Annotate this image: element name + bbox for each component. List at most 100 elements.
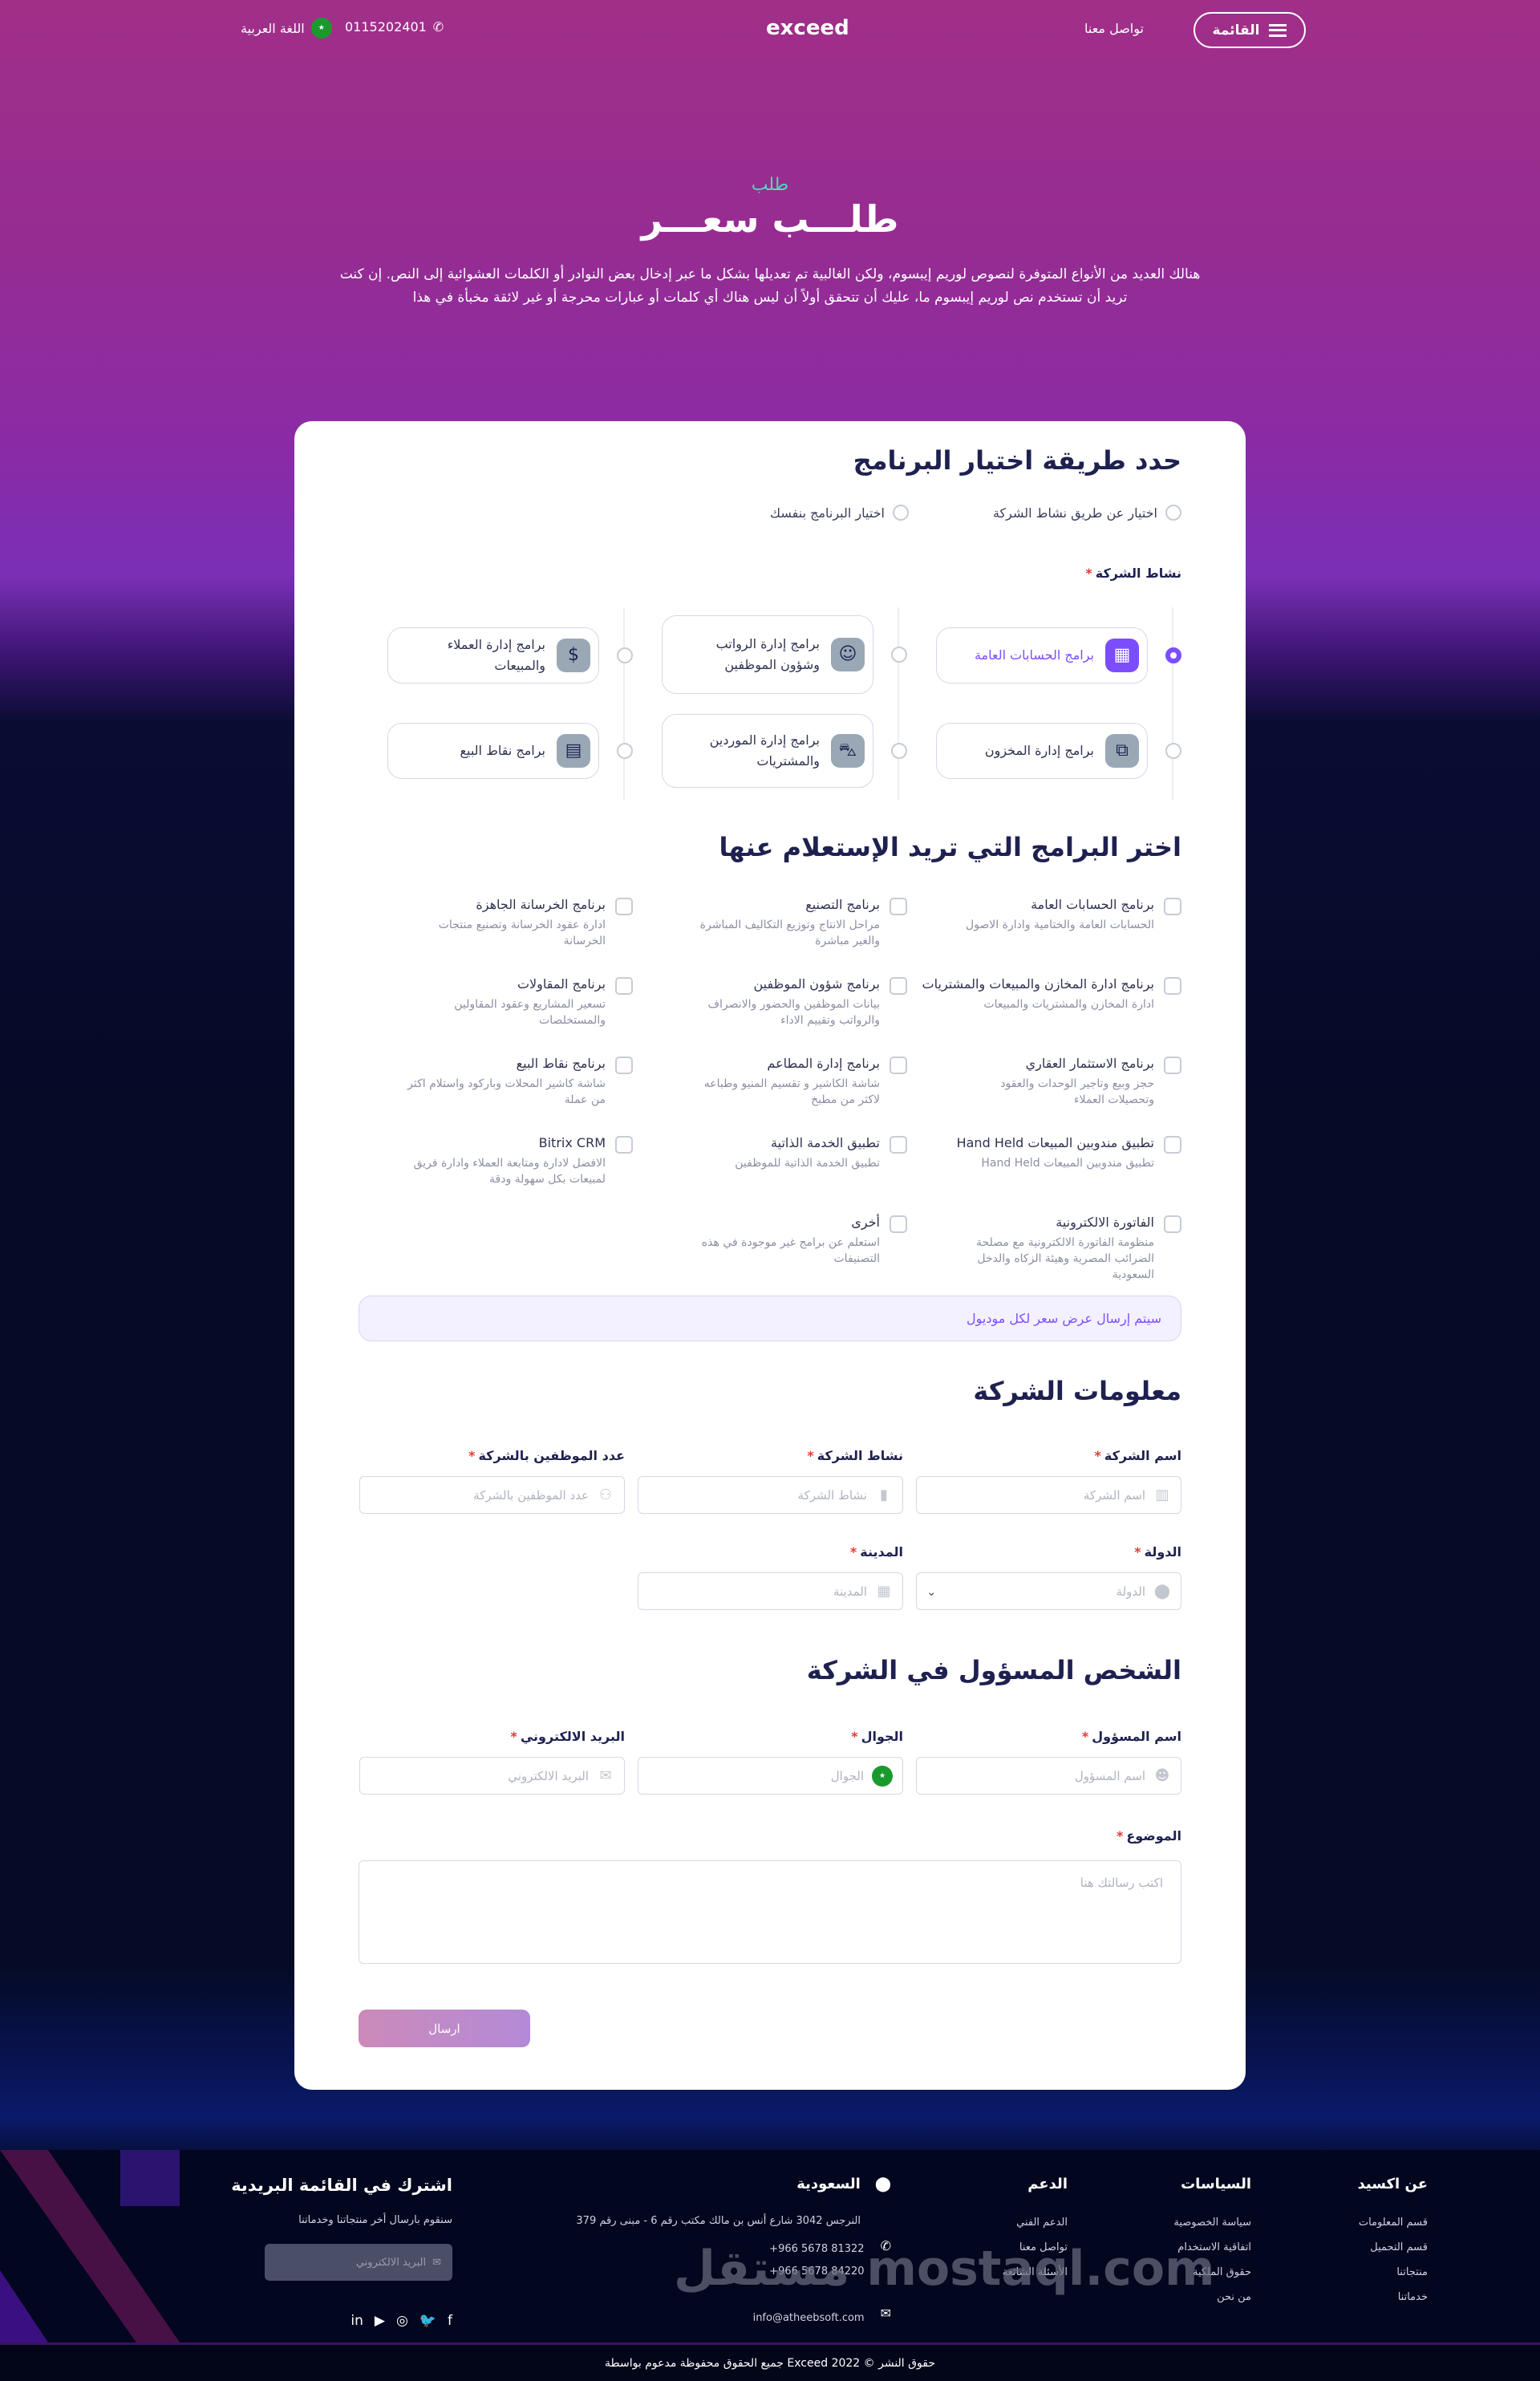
checkbox[interactable] (890, 1215, 907, 1233)
input-user[interactable]: ☻ اسم المسؤول (916, 1757, 1181, 1795)
activity-label: برامج إدارة الموردين والمشتريات (709, 732, 820, 769)
input-building[interactable]: ▥ اسم الشركة (916, 1476, 1181, 1514)
program-checkbox-item[interactable]: برنامج إدارة المطاعم شاشة الكاشير و تقسيم… (633, 1055, 907, 1108)
footer-link[interactable]: الأسئلة الشائعة (1002, 2266, 1068, 2278)
option-by-activity[interactable]: اختيار عن طريق نشاط الشركة (993, 505, 1181, 521)
program-checkbox-item[interactable]: برنامج التصنيع مراحل الانتاج وتوزيع التكا… (633, 896, 907, 949)
footer-phone[interactable]: +966 5678 84220 (769, 2265, 865, 2278)
label-text: المدينة (860, 1544, 903, 1560)
input-users[interactable]: ⚇ عدد الموظفين بالشركة (359, 1476, 625, 1514)
radio-icon[interactable] (893, 505, 909, 521)
program-checkbox-item[interactable]: أخرى استعلم عن برامج غير موجودة في هذه ال… (633, 1214, 907, 1267)
program-checkbox-item[interactable]: Bitrix CRM الافضل لادارة ومتابعة العملاء … (359, 1134, 633, 1187)
required-mark: * (1094, 1448, 1101, 1463)
footer-link[interactable]: حقوق الملكية (1192, 2266, 1251, 2278)
input-location-pin[interactable]: ⬤ الدولة ⌄ (916, 1572, 1181, 1610)
radio-icon[interactable] (617, 743, 633, 759)
footer: عن اكسيد قسم المعلومات قسم التحميل منتجاتن… (0, 2150, 1540, 2342)
newsletter-email-input[interactable]: ✉ البريد الالكتروني (265, 2244, 452, 2281)
field-label: البريد الالكتروني* (359, 1729, 625, 1744)
boxes-icon: ⧉ (1105, 734, 1139, 768)
radio-icon[interactable] (891, 647, 907, 663)
checkbox[interactable] (615, 1136, 633, 1154)
checkbox[interactable] (890, 898, 907, 915)
program-checkbox-item[interactable]: برنامج شؤون الموظفين بيانات الموظفين والح… (633, 976, 907, 1028)
footer-link[interactable]: خدماتنا (1397, 2291, 1428, 2303)
checkbox[interactable] (1164, 1057, 1181, 1074)
footer-phone[interactable]: +966 5678 81322 (769, 2243, 865, 2255)
footer-link[interactable]: سياسة الخصوصية (1173, 2217, 1251, 2229)
radio-icon[interactable] (891, 743, 907, 759)
activity-customers[interactable]: $ برامج إدارة العملاء والمبيعات (359, 627, 633, 683)
contact-link[interactable]: تواصل معنا (1084, 21, 1144, 36)
program-checkbox-item[interactable]: برنامج الحسابات العامة الحسابات العامة وا… (907, 896, 1181, 933)
checkbox[interactable] (1164, 898, 1181, 915)
checkbox[interactable] (1164, 977, 1181, 995)
hero-kicker: طلب (751, 175, 789, 195)
footer-link[interactable]: الدعم الفني (1016, 2217, 1068, 2229)
form-field: اسم الشركة* ▥ اسم الشركة (916, 1448, 1181, 1514)
radio-icon[interactable] (617, 647, 633, 663)
footer-about: عن اكسيد قسم المعلومات قسم التحميل منتجاتن… (1358, 2176, 1428, 2310)
subject-label: الموضوع* (1116, 1828, 1181, 1844)
logo[interactable]: exceed (766, 16, 849, 40)
input-placeholder: الدولة (1116, 1584, 1145, 1599)
input-saudi-flag[interactable]: ★ الجوال (638, 1757, 903, 1795)
program-checkbox-item[interactable]: تطبيق مندوبين المبيعات Hand Held تطبيق من… (907, 1134, 1181, 1171)
radio-icon[interactable] (1165, 505, 1181, 521)
program-text: برنامج التصنيع مراحل الانتاج وتوزيع التكا… (679, 896, 880, 949)
program-checkbox-item[interactable]: برنامج ادارة المخازن والمبيعات والمشتريا… (907, 976, 1181, 1012)
program-checkbox-item[interactable]: برنامج المقاولات تسعير المشاريع وعقود الم… (359, 976, 633, 1028)
city-icon: ▦ (877, 1583, 891, 1600)
footer-link[interactable]: اتفاقية الاستخدام (1177, 2241, 1251, 2253)
footer-link[interactable]: قسم المعلومات (1358, 2217, 1428, 2229)
submit-button[interactable]: ارسال (359, 2010, 530, 2047)
checkbox[interactable] (615, 898, 633, 915)
activity-general-accounts[interactable]: ▦ برامج الحسابات العامة (907, 627, 1181, 683)
linkedin-icon[interactable]: in (351, 2313, 363, 2329)
footer-link[interactable]: منتجاتنا (1396, 2266, 1428, 2278)
checkbox[interactable] (890, 1136, 907, 1154)
field-label: اسم المسؤول* (916, 1729, 1181, 1744)
option-by-self[interactable]: اختيار البرنامج بنفسك (770, 505, 909, 521)
youtube-icon[interactable]: ▶ (374, 2313, 385, 2329)
program-checkbox-item[interactable]: برنامج الاستثمار العقاري حجز وبيع وتاجير … (907, 1055, 1181, 1108)
footer-link[interactable]: تواصل معنا (1019, 2241, 1068, 2253)
radio-icon[interactable] (1165, 647, 1181, 663)
checkbox[interactable] (890, 977, 907, 995)
checkbox[interactable] (1164, 1136, 1181, 1154)
twitter-icon[interactable]: 🐦 (419, 2313, 436, 2329)
activity-payroll[interactable]: ☺ برامج إدارة الرواتب وشؤون الموظفين (633, 615, 907, 694)
activity-pos[interactable]: ▤ برامج نقاط البيع (359, 723, 633, 779)
footer-link[interactable]: قسم التحميل (1370, 2241, 1428, 2253)
program-checkbox-item[interactable]: تطبيق الخدمة الذاتية تطبيق الخدمة الذاتية… (633, 1134, 907, 1171)
input-bar-chart[interactable]: ▮ نشاط الشركة (638, 1476, 903, 1514)
newsletter-text: سنقوم بارسال أخر منتجاتنا وخدماتنا (298, 2214, 452, 2226)
footer-link[interactable]: من نحن (1217, 2291, 1251, 2303)
checkbox[interactable] (1164, 1215, 1181, 1233)
form-field: نشاط الشركة* ▮ نشاط الشركة (638, 1448, 903, 1514)
footer-email[interactable]: info@atheebsoft.com (752, 2312, 865, 2324)
activity-inventory[interactable]: ⧉ برامج إدارة المخزون (907, 723, 1181, 779)
program-title: برنامج الحسابات العامة (1031, 897, 1154, 912)
phone-link[interactable]: 0115202401 ✆ (345, 19, 444, 34)
instagram-icon[interactable]: ◎ (395, 2313, 408, 2329)
activity-suppliers[interactable]: ⛍ برامج إدارة الموردين والمشتريات (633, 714, 907, 788)
input-mail[interactable]: ✉ البريد الالكتروني (359, 1757, 625, 1795)
program-description: مراحل الانتاج وتوزيع التكاليف المباشرة و… (699, 919, 880, 947)
program-checkbox-item[interactable]: برنامج الخرسانة الجاهزة ادارة عقود الخرسا… (359, 896, 633, 949)
facebook-icon[interactable]: f (448, 2313, 452, 2329)
input-city[interactable]: ▦ المدينة (638, 1572, 903, 1610)
radio-icon[interactable] (1165, 743, 1181, 759)
language-switch[interactable]: ★ اللغة العربية (241, 18, 332, 39)
footer-support: الدعم الدعم الفني تواصل معنا الأسئلة الشائ… (1003, 2176, 1068, 2285)
checkbox[interactable] (890, 1057, 907, 1074)
checkbox[interactable] (615, 1057, 633, 1074)
chevron-down-icon[interactable]: ⌄ (926, 1584, 937, 1599)
menu-button[interactable]: القائمة (1194, 12, 1306, 48)
checkbox[interactable] (615, 977, 633, 995)
program-checkbox-item[interactable]: الفاتورة الالكترونية منظومة الفاتورة الال… (907, 1214, 1181, 1283)
program-checkbox-item[interactable]: برنامج نقاط البيع شاشة كاشير المحلات وبار… (359, 1055, 633, 1108)
program-text: برنامج نقاط البيع شاشة كاشير المحلات وبار… (405, 1055, 606, 1108)
subject-textarea[interactable]: اكتب رسالتك هنا (359, 1860, 1181, 1964)
